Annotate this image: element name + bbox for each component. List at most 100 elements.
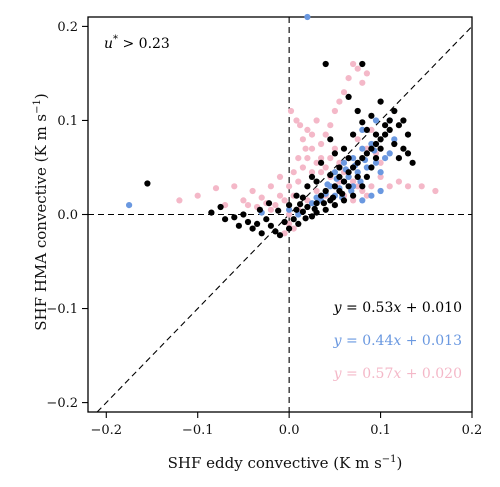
data-point [290,216,297,223]
data-point [340,178,348,185]
data-point [293,117,300,124]
data-point [345,93,352,100]
data-point [363,145,370,152]
data-point [290,169,297,176]
x-tick-label: −0.1 [182,423,214,438]
annotation-u: u [104,36,113,52]
data-point [311,205,318,212]
data-point [327,136,334,143]
data-point [208,209,215,216]
data-point [194,192,201,199]
x-tick-label: 0.2 [462,423,483,438]
data-point [395,155,402,162]
data-point [302,145,309,152]
data-point [377,169,384,176]
data-point [354,107,361,115]
data-point [299,194,306,201]
data-point [322,60,329,68]
data-point [318,155,325,162]
data-point [363,164,370,171]
data-point [331,145,338,152]
data-point [345,173,352,180]
data-point [313,178,320,185]
data-point [340,159,348,166]
data-point [336,98,343,105]
data-point [395,178,402,185]
data-point [354,183,361,190]
data-point [327,155,334,162]
data-point [368,126,375,133]
data-point [299,136,306,143]
x-axis-ticks: −0.2 −0.1 0.0 0.1 0.2 [90,412,482,438]
data-point [258,230,265,237]
data-point [299,208,306,215]
data-point [350,192,357,199]
data-point [359,145,366,152]
data-points [126,13,439,239]
data-point [297,201,304,208]
x-tick-label: −0.2 [90,423,122,438]
data-point [363,173,370,180]
data-point [281,218,288,226]
data-point [318,169,325,176]
x-tick-label: 0.0 [279,423,300,438]
data-point [304,13,311,21]
data-point [432,187,439,195]
x-axis-title-superscript: −1 [382,454,397,465]
data-point [354,159,361,166]
data-point [295,211,302,218]
data-point [331,202,338,209]
data-point [258,194,265,201]
data-point [350,60,357,68]
data-point [331,183,338,190]
data-point [308,131,316,138]
data-point [386,183,393,190]
data-point [276,232,284,239]
data-point [359,60,366,68]
data-point [217,203,224,211]
data-point [331,150,338,157]
data-point [267,206,274,213]
data-point [354,65,361,72]
data-point [272,202,279,209]
data-point [293,192,300,199]
data-point [327,122,334,129]
data-point [275,207,282,214]
data-point [222,216,229,223]
y-axis-ticks: −0.2 −0.1 0.0 0.1 0.2 [46,20,88,411]
data-point [304,197,311,204]
data-point [265,200,273,207]
data-point [391,136,398,143]
data-point [293,206,300,213]
data-point [336,164,343,171]
reference-lines [88,17,473,413]
data-point [144,180,151,187]
data-point [322,164,329,171]
data-point [377,159,384,166]
data-point [359,119,366,126]
data-point [308,213,316,220]
data-point [348,187,355,195]
data-point [418,183,425,190]
data-point [377,145,384,152]
data-point [382,122,389,129]
data-point [340,89,348,96]
data-point [322,206,329,213]
y-tick-label: 0.1 [57,114,78,129]
data-point [313,159,320,166]
data-point [318,192,325,199]
data-point [354,173,361,180]
data-point [377,187,384,195]
data-point [372,140,380,148]
data-point [386,126,393,133]
data-point [345,169,352,176]
y-axis-title-close: ) [32,93,50,99]
data-point [336,159,343,166]
x-tick-label: 0.1 [370,423,391,438]
data-point [404,183,412,190]
data-point [276,173,284,180]
data-point [324,181,331,188]
y-tick-label: −0.2 [46,396,78,411]
data-point [308,145,316,152]
data-point [354,136,361,143]
